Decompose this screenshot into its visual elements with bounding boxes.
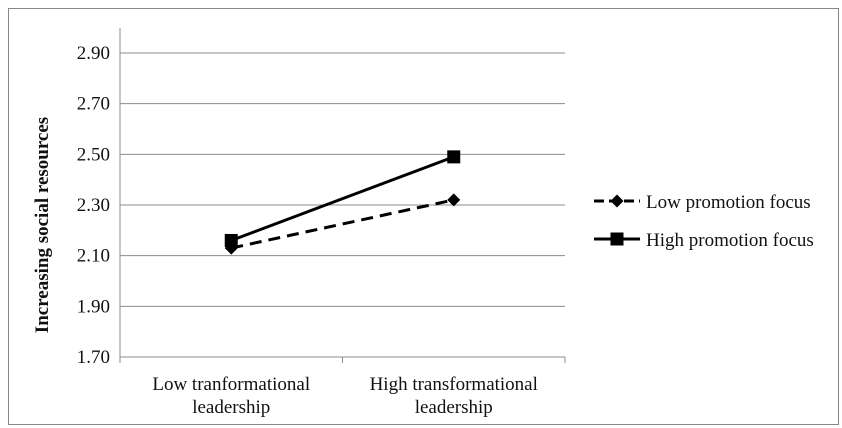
y-tick-label: 2.70 bbox=[77, 94, 110, 115]
legend-item: Low promotion focus bbox=[594, 192, 811, 213]
series-line bbox=[230, 155, 455, 242]
series-line bbox=[230, 198, 455, 250]
y-tick-label: 2.30 bbox=[77, 195, 110, 216]
y-tick-label: 2.10 bbox=[77, 246, 110, 267]
chart-frame bbox=[8, 8, 839, 425]
legend-item: High promotion focus bbox=[594, 230, 814, 251]
y-tick-label: 1.90 bbox=[77, 296, 110, 317]
x-category-label: leadership bbox=[192, 397, 270, 418]
gridlines bbox=[120, 52, 565, 307]
y-axis-label: Increasing social resources bbox=[32, 117, 53, 333]
y-tick-label: 1.70 bbox=[77, 347, 110, 368]
legend: Low promotion focus High promotion focus bbox=[594, 192, 814, 251]
square-marker bbox=[447, 150, 461, 164]
x-category-label: High transformational bbox=[370, 374, 538, 395]
legend-label: High promotion focus bbox=[646, 230, 814, 251]
series-high-promotion bbox=[224, 150, 461, 247]
y-tick-labels: 2.90 2.70 2.50 2.30 2.10 1.90 1.70 bbox=[77, 43, 110, 368]
x-category-label: leadership bbox=[415, 397, 493, 418]
axes bbox=[119, 28, 566, 363]
series-low-promotion bbox=[224, 193, 461, 255]
series-layer bbox=[224, 150, 461, 255]
legend-label: Low promotion focus bbox=[646, 192, 811, 213]
x-category-label: Low tranformational bbox=[152, 374, 310, 395]
legend-diamond-marker bbox=[610, 194, 624, 208]
square-marker bbox=[224, 233, 238, 247]
y-tick-label: 2.50 bbox=[77, 144, 110, 165]
diamond-marker bbox=[447, 193, 461, 207]
legend-square-marker bbox=[610, 232, 624, 246]
y-tick-label: 2.90 bbox=[77, 43, 110, 64]
